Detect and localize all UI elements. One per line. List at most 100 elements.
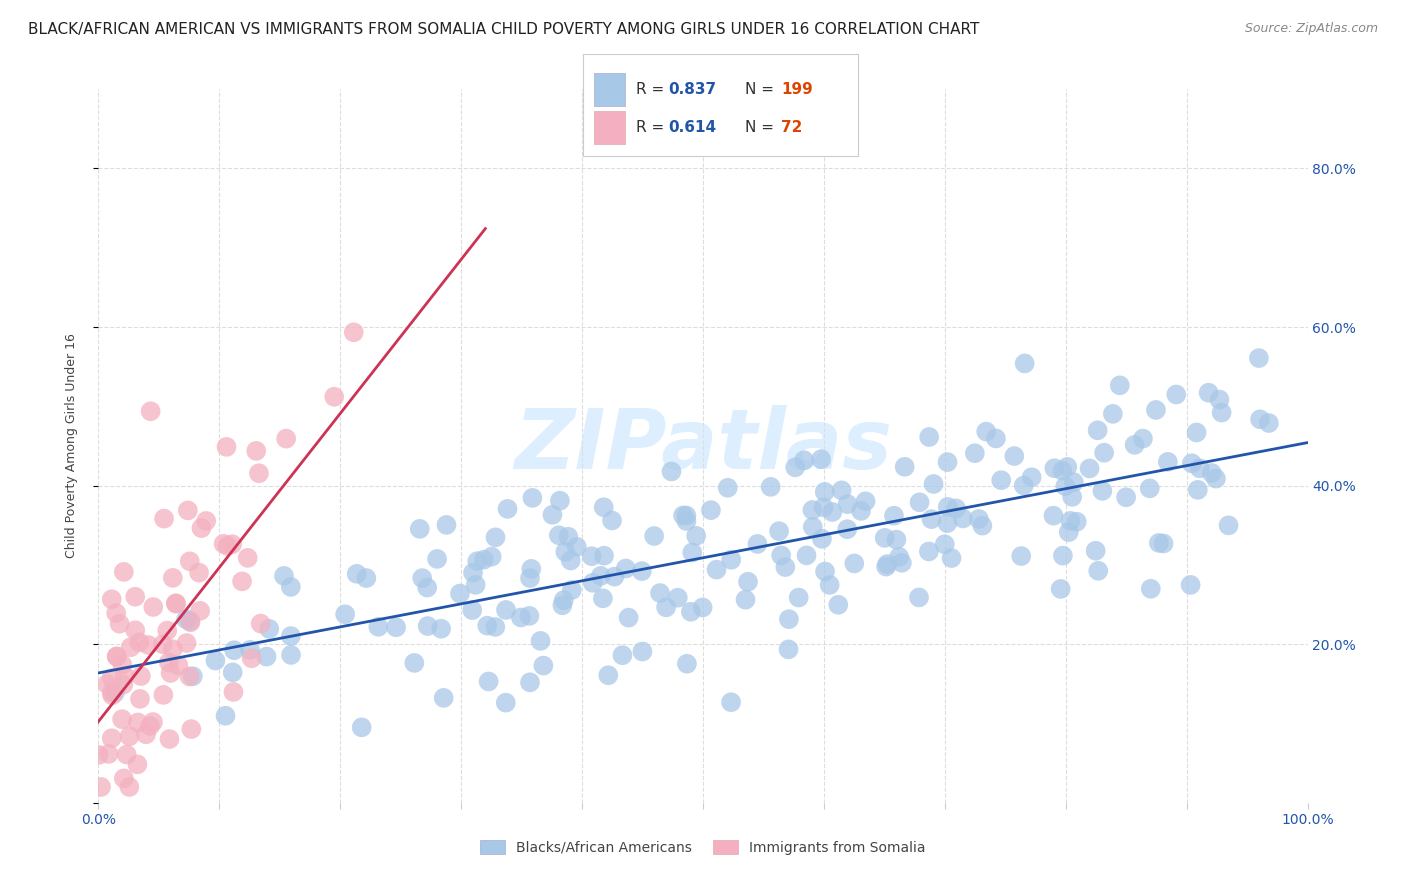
Point [195, 514, 218, 528]
Point [1052, 549, 1074, 563]
Point [224, 643, 246, 657]
Point [531, 658, 554, 673]
Point [519, 608, 541, 623]
Point [814, 565, 837, 579]
Point [127, 757, 149, 772]
Point [464, 578, 486, 592]
Point [598, 668, 620, 682]
Point [582, 575, 605, 590]
Point [1185, 425, 1208, 440]
Point [837, 497, 859, 511]
Point [1139, 481, 1161, 495]
Point [139, 404, 162, 418]
Point [152, 688, 174, 702]
Point [908, 495, 931, 509]
Point [952, 511, 974, 525]
Text: 0.614: 0.614 [668, 120, 717, 135]
Point [188, 566, 211, 580]
Text: ZIPatlas: ZIPatlas [515, 406, 891, 486]
Point [675, 508, 697, 523]
Point [190, 521, 212, 535]
Point [1123, 438, 1146, 452]
Point [159, 665, 181, 680]
Point [221, 537, 243, 551]
Point [495, 696, 517, 710]
Point [231, 574, 253, 589]
Point [787, 591, 810, 605]
Point [179, 614, 201, 628]
Point [1056, 459, 1078, 474]
Point [560, 553, 582, 567]
Point [404, 656, 426, 670]
Point [204, 654, 226, 668]
Point [1187, 483, 1209, 497]
Point [801, 520, 824, 534]
Point [1132, 432, 1154, 446]
Point [1054, 479, 1077, 493]
Point [934, 537, 956, 551]
Point [1091, 483, 1114, 498]
Point [801, 503, 824, 517]
Point [941, 551, 963, 566]
Point [167, 658, 190, 673]
Point [484, 530, 506, 544]
Point [1087, 423, 1109, 437]
Point [936, 500, 959, 514]
Point [174, 612, 197, 626]
Point [118, 729, 141, 743]
Point [551, 599, 574, 613]
Point [778, 642, 800, 657]
Point [449, 586, 471, 600]
Legend: Blacks/African Americans, Immigrants from Somalia: Blacks/African Americans, Immigrants fro… [475, 834, 931, 860]
Point [893, 459, 915, 474]
Point [104, 686, 127, 700]
Point [157, 656, 180, 670]
Point [1157, 455, 1180, 469]
Point [127, 715, 149, 730]
Point [1139, 582, 1161, 596]
Point [1084, 543, 1107, 558]
Point [105, 606, 128, 620]
Text: 199: 199 [780, 82, 813, 97]
Point [1144, 403, 1167, 417]
Point [111, 712, 134, 726]
Point [918, 430, 941, 444]
Point [1180, 578, 1202, 592]
Point [1102, 407, 1125, 421]
Point [120, 640, 142, 655]
Point [1087, 564, 1109, 578]
Point [436, 517, 458, 532]
Text: N =: N = [745, 120, 779, 135]
Point [1059, 514, 1081, 528]
Point [785, 460, 807, 475]
Point [162, 642, 184, 657]
Point [118, 780, 141, 794]
Point [90, 780, 112, 794]
Point [519, 675, 541, 690]
Point [565, 540, 588, 554]
Point [472, 552, 495, 566]
Point [176, 636, 198, 650]
Point [1052, 464, 1074, 478]
Point [561, 582, 583, 597]
Point [796, 549, 818, 563]
Point [138, 638, 160, 652]
Point [759, 480, 782, 494]
Point [814, 484, 837, 499]
Point [108, 616, 131, 631]
Point [96, 677, 118, 691]
Point [1181, 456, 1204, 470]
Point [908, 591, 931, 605]
Point [101, 689, 124, 703]
Point [212, 537, 235, 551]
Point [734, 592, 756, 607]
Point [849, 504, 872, 518]
Bar [595, 111, 624, 144]
Point [720, 695, 742, 709]
Point [247, 467, 270, 481]
Point [100, 671, 122, 685]
Point [648, 586, 671, 600]
Text: BLACK/AFRICAN AMERICAN VS IMMIGRANTS FROM SOMALIA CHILD POVERTY AMONG GIRLS UNDE: BLACK/AFRICAN AMERICAN VS IMMIGRANTS FRO… [28, 22, 980, 37]
Point [1257, 416, 1279, 430]
Point [813, 500, 835, 515]
